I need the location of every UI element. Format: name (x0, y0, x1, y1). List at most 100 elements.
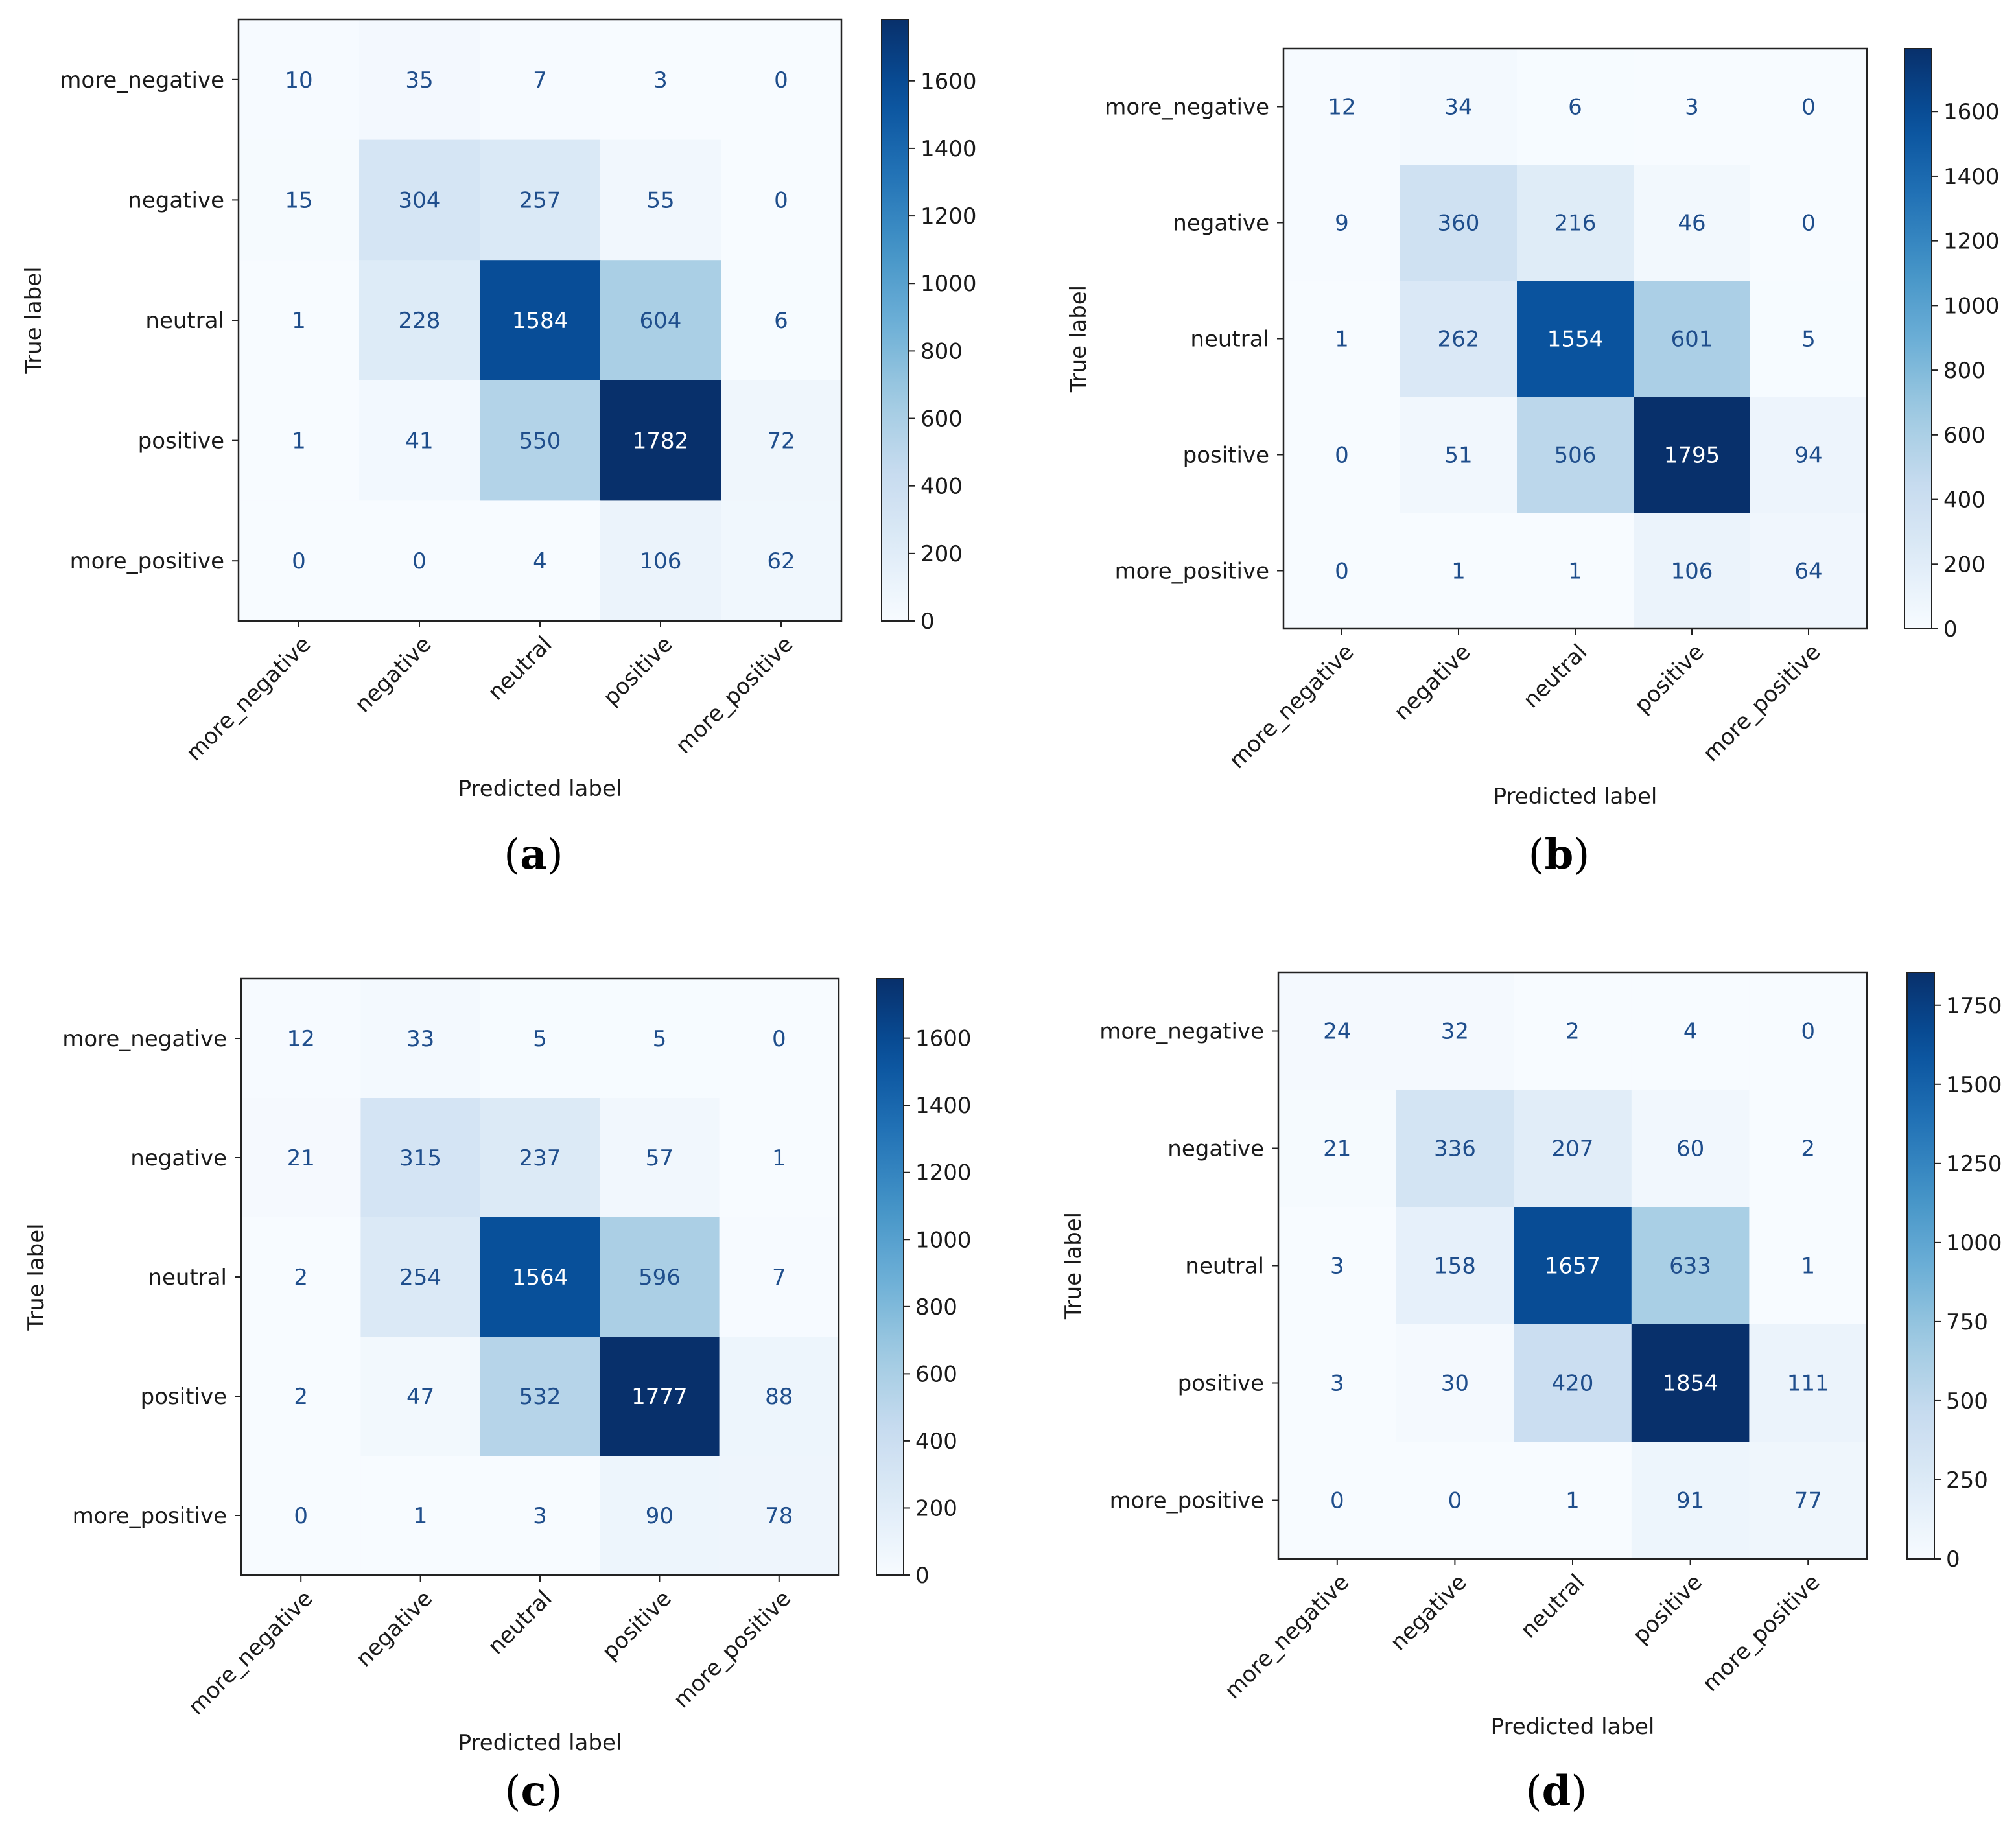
cell-value-label: 1777 (631, 1384, 688, 1410)
cell-value-label: 0 (774, 67, 788, 93)
cell-value-label: 64 (1794, 559, 1822, 585)
cell-value-label: 633 (1669, 1254, 1711, 1280)
cell-value-label: 216 (1554, 211, 1597, 237)
heatmap-cell (1278, 1090, 1397, 1208)
colorbar-tick-label: 1000 (920, 271, 977, 297)
cell-value-label: 360 (1438, 211, 1480, 237)
colorbar-tick-label: 250 (1946, 1468, 1988, 1493)
heatmap-cell (1396, 1324, 1514, 1442)
heatmap-cell (719, 1456, 839, 1576)
x-tick-label: neutral (483, 631, 557, 705)
cell-value-label: 0 (1448, 1488, 1462, 1514)
x-tick-label: neutral (483, 1585, 557, 1659)
panel-caption: (d) (1526, 1767, 1588, 1816)
cell-value-label: 77 (1794, 1488, 1822, 1514)
colorbar-tick-label: 200 (1943, 552, 1986, 578)
cell-value-label: 3 (1685, 95, 1699, 121)
x-tick-label: positive (597, 1585, 677, 1665)
heatmap-cell (480, 1337, 600, 1456)
heatmap-cell (1400, 49, 1518, 165)
cell-value-label: 34 (1444, 95, 1472, 121)
cell-value-label: 1 (1568, 559, 1582, 585)
y-tick-label: more_positive (70, 548, 224, 574)
heatmap-cell (1749, 972, 1868, 1090)
heatmap-cell (1514, 1324, 1632, 1442)
cell-value-label: 1554 (1547, 327, 1604, 353)
panel-caption: (a) (504, 830, 563, 879)
cell-value-label: 6 (774, 308, 788, 334)
colorbar-tick-label: 800 (1943, 358, 1986, 384)
cell-value-label: 62 (767, 548, 795, 574)
heatmap-cell (1400, 397, 1518, 513)
cell-value-label: 12 (1328, 95, 1355, 121)
heatmap-cell (1517, 49, 1634, 165)
cell-value-label: 41 (405, 428, 433, 454)
heatmap-cell (1396, 972, 1514, 1090)
colorbar-tick-label: 1250 (1946, 1151, 2002, 1177)
heatmap-cell (1283, 281, 1401, 397)
y-axis-label: True label (21, 266, 47, 374)
heatmap-cell (1750, 165, 1868, 281)
cell-value-label: 532 (519, 1384, 561, 1410)
y-tick-label: positive (141, 1384, 227, 1410)
x-tick-label: more_positive (668, 1585, 796, 1713)
cell-value-label: 5 (653, 1026, 667, 1052)
heatmap-cell (480, 1217, 600, 1337)
cell-value-label: 90 (646, 1503, 674, 1529)
colorbar (1906, 972, 1935, 1560)
cell-value-label: 1 (1335, 327, 1349, 353)
heatmap-cell (1631, 1324, 1750, 1442)
heatmap-cell (1749, 1442, 1868, 1560)
x-tick-label: more_positive (1698, 1569, 1825, 1697)
heatmap-cell (719, 979, 839, 1099)
heatmap-cell (480, 979, 600, 1099)
cell-value-label: 111 (1787, 1371, 1829, 1397)
heatmap-cell (1634, 397, 1751, 513)
cell-value-label: 106 (640, 548, 682, 574)
heatmap-cell (480, 19, 601, 141)
cell-value-label: 1795 (1664, 443, 1720, 469)
cell-value-label: 3 (533, 1503, 547, 1529)
heatmap-cell (1517, 165, 1634, 281)
heatmap-cell (600, 1098, 720, 1218)
heatmap-cell (1278, 1442, 1397, 1560)
heatmap-cell (360, 1456, 481, 1576)
cell-value-label: 33 (406, 1026, 434, 1052)
cell-value-label: 254 (399, 1265, 441, 1291)
heatmap-cell (1634, 513, 1751, 629)
cell-value-label: 0 (294, 1503, 308, 1529)
y-tick-label: positive (1183, 443, 1269, 469)
heatmap-cell (1283, 397, 1401, 513)
cell-value-label: 5 (1801, 327, 1816, 353)
colorbar-tick-label: 0 (1946, 1547, 1960, 1573)
cell-value-label: 1 (414, 1503, 428, 1529)
cell-value-label: 2 (294, 1384, 308, 1410)
colorbar-tick-label: 1600 (1943, 99, 2000, 125)
chart-panel-b: 12 34 6 3 0 9 360 216 46 0 1 262 1554 601 5 0 51 506 1795 9… (1066, 47, 2000, 879)
panel-caption: (c) (505, 1767, 563, 1816)
colorbar-tick-label: 0 (915, 1563, 930, 1589)
cell-value-label: 420 (1552, 1371, 1594, 1397)
cell-value-label: 88 (765, 1384, 793, 1410)
x-tick-label: negative (351, 1585, 438, 1672)
colorbar-tick-label: 200 (920, 541, 963, 567)
y-tick-label: negative (130, 1145, 227, 1171)
cell-value-label: 2 (294, 1265, 308, 1291)
colorbar-tick-label: 600 (1943, 423, 1986, 449)
cell-value-label: 604 (640, 308, 682, 334)
heatmap-cell (241, 1098, 361, 1218)
heatmap-cell (600, 500, 721, 622)
heatmap-cell (1634, 165, 1751, 281)
colorbar-tick-label: 500 (1946, 1388, 1988, 1414)
cell-value-label: 207 (1552, 1136, 1594, 1162)
cell-value-label: 32 (1441, 1019, 1469, 1045)
y-tick-label: negative (128, 187, 224, 213)
y-tick-label: more_positive (73, 1503, 227, 1529)
colorbar-tick-label: 1000 (1943, 293, 2000, 319)
colorbar-tick-label: 1200 (920, 204, 977, 229)
heatmap-cell (1634, 281, 1751, 397)
heatmap-cell (1396, 1090, 1514, 1208)
colorbar-tick-label: 1000 (915, 1227, 972, 1253)
cell-value-label: 2 (1565, 1019, 1580, 1045)
colorbar-tick-label: 200 (915, 1495, 957, 1521)
